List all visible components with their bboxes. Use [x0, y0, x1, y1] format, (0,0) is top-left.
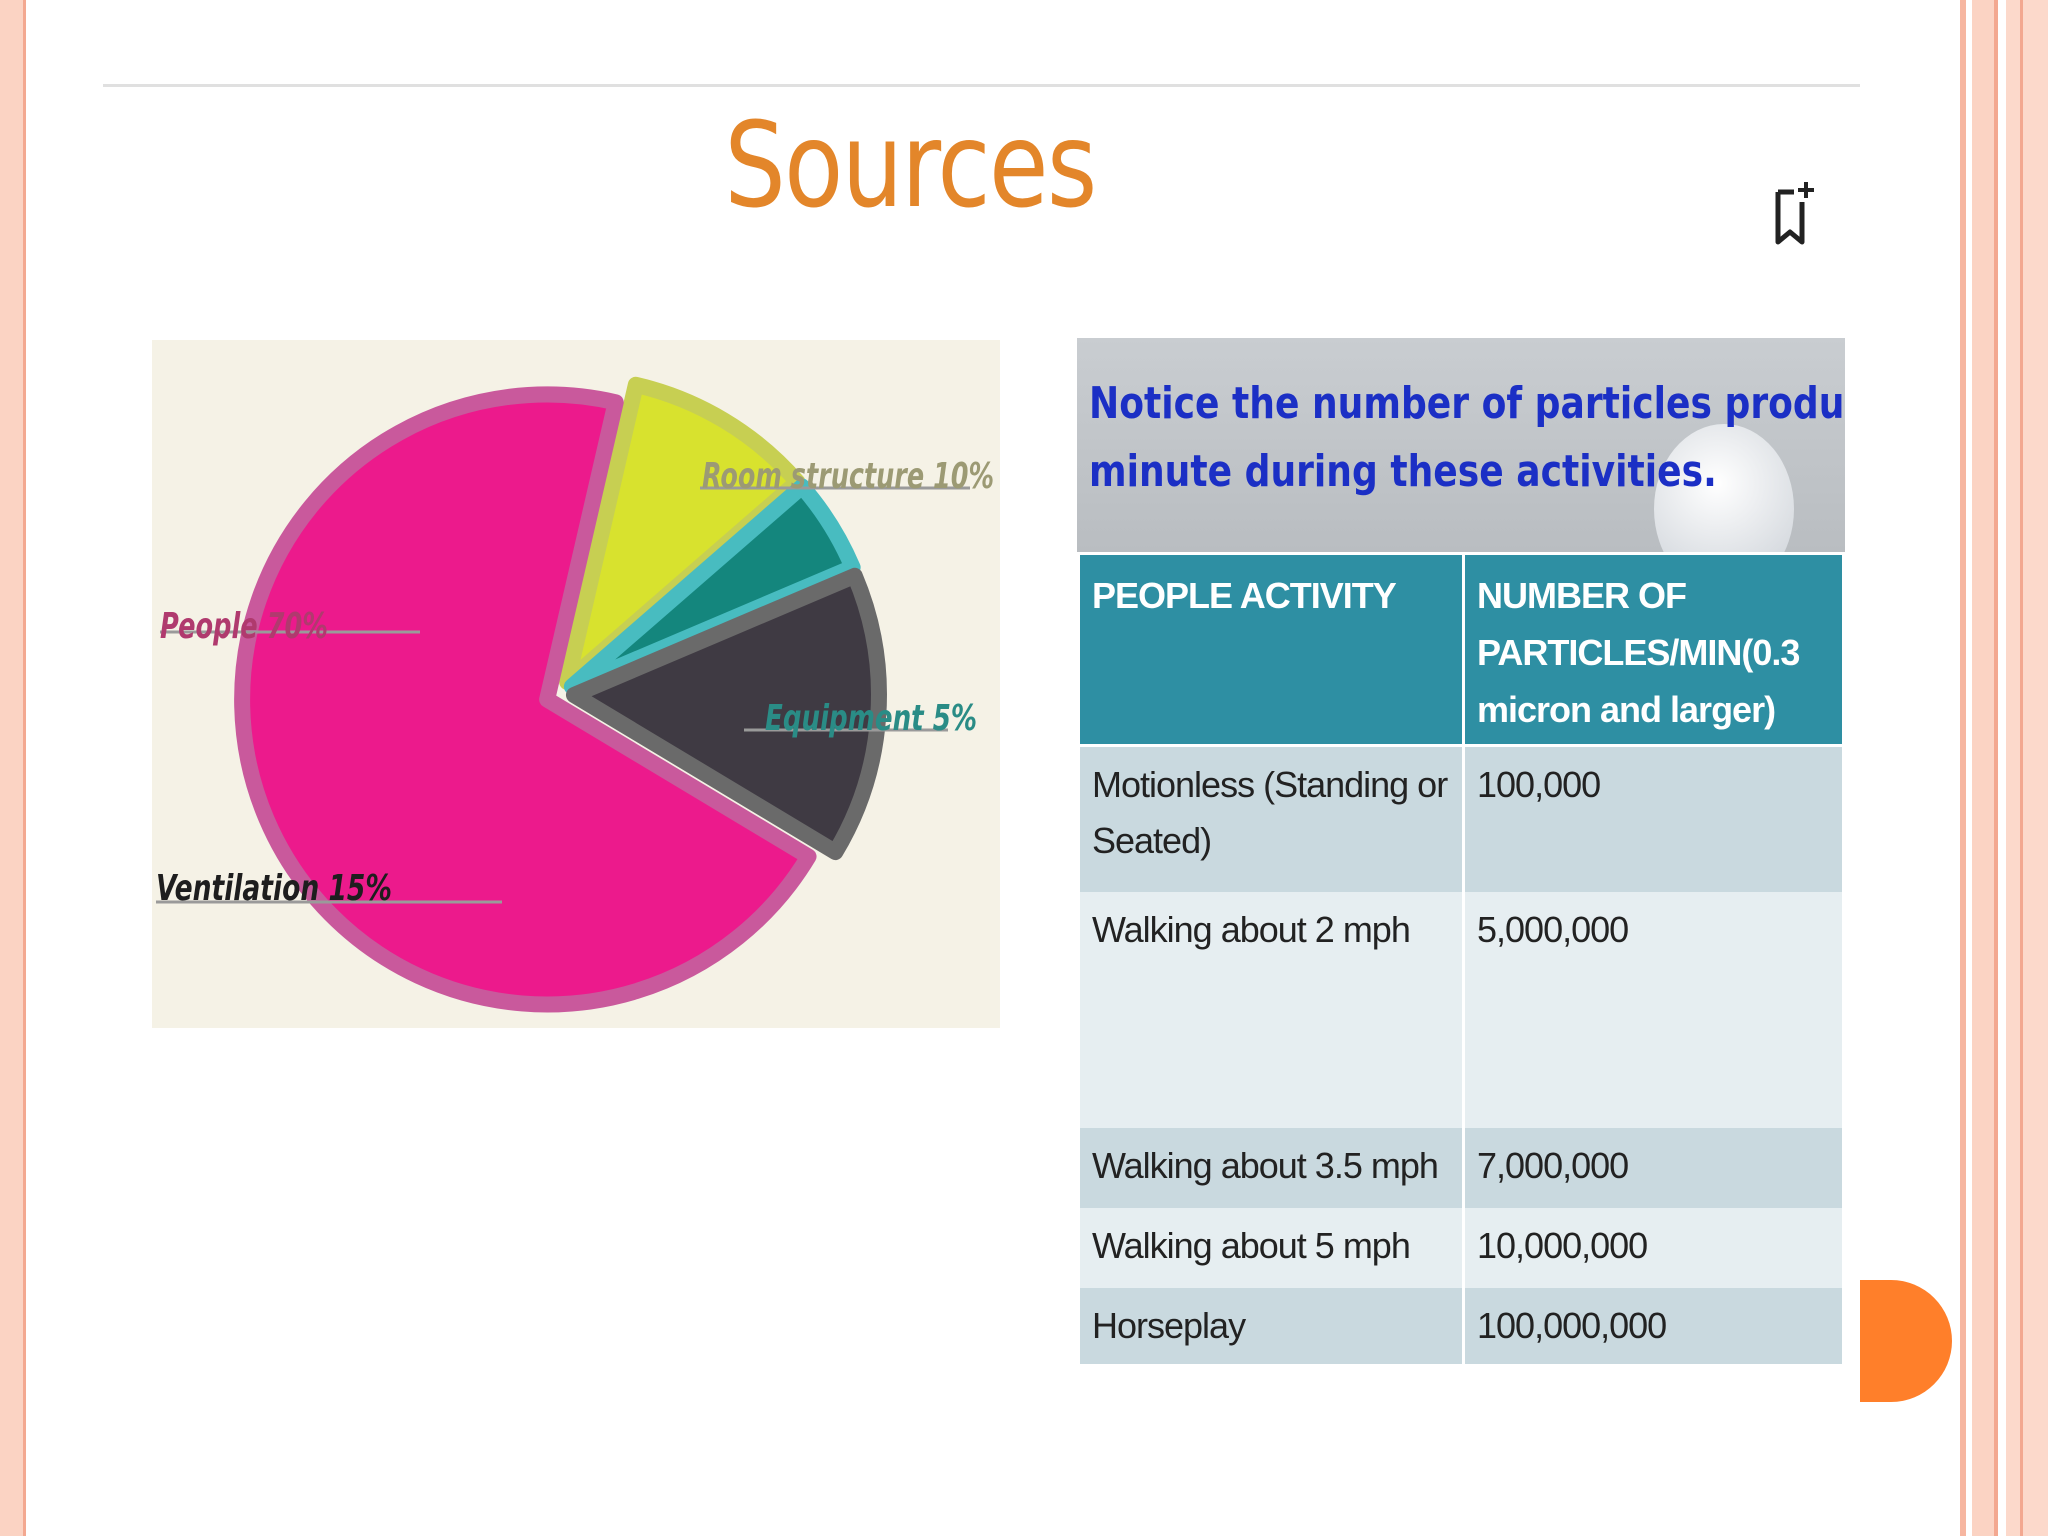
- pie-chart: People 70% Room structure 10% Equipment 5%…: [156, 376, 994, 1013]
- particles-table: PEOPLE ACTIVITY NUMBER OF PARTICLES/MIN(…: [1077, 552, 1845, 1364]
- pie-label-ventilation: Ventilation 15%: [156, 868, 392, 909]
- right-frame: [1960, 0, 2048, 1536]
- pie-label-equipment: Equipment 5%: [765, 698, 977, 739]
- pie-slice-room: [559, 376, 806, 690]
- slide-accent-dot: [1860, 1280, 1952, 1402]
- pie-slice-people: [234, 386, 817, 1013]
- pie-label-room: Room structure 10%: [702, 456, 994, 497]
- particles-cell: 7,000,000: [1462, 1127, 1845, 1208]
- notice-banner: Notice the number of particles produced …: [1077, 338, 1845, 552]
- notice-line-1: Notice the number of particles produced …: [1089, 378, 1845, 429]
- slide-title: Sources: [724, 96, 1097, 234]
- activity-cell: Walking about 3.5 mph: [1077, 1127, 1465, 1208]
- decorative-bubble: [1654, 424, 1794, 552]
- pie-slice-ventilation: [565, 567, 887, 861]
- particles-cell: 100,000,000: [1462, 1287, 1845, 1364]
- table-header-row: PEOPLE ACTIVITY NUMBER OF PARTICLES/MIN(…: [1077, 552, 1845, 747]
- table-row: Horseplay 100,000,000: [1077, 1287, 1845, 1364]
- activity-cell: Walking about 5 mph: [1077, 1207, 1465, 1288]
- header-activity: PEOPLE ACTIVITY: [1077, 552, 1465, 747]
- pie-label-people: People 70%: [160, 606, 328, 647]
- particles-cell: 5,000,000: [1462, 891, 1845, 1128]
- table-row: Walking about 2 mph 5,000,000: [1077, 891, 1845, 1128]
- activity-cell: Walking about 2 mph: [1077, 891, 1465, 1128]
- activity-cell: Motionless (Standing or Seated): [1077, 745, 1465, 892]
- bookmark-add-icon[interactable]: [1764, 178, 1824, 254]
- particles-table-panel: Notice the number of particles produced …: [1077, 338, 1845, 1364]
- header-particles: NUMBER OF PARTICLES/MIN(0.3 micron and l…: [1462, 552, 1845, 747]
- table-row: Walking about 5 mph 10,000,000: [1077, 1207, 1845, 1288]
- table-row: Motionless (Standing or Seated) 100,000: [1077, 745, 1845, 892]
- particles-cell: 10,000,000: [1462, 1207, 1845, 1288]
- pie-chart-panel: People 70% Room structure 10% Equipment 5%…: [152, 340, 1000, 1028]
- table-row: Walking about 3.5 mph 7,000,000: [1077, 1127, 1845, 1208]
- left-frame-strip: [0, 0, 26, 1536]
- particles-cell: 100,000: [1462, 745, 1845, 892]
- notice-line-2: minute during these activities.: [1089, 446, 1717, 497]
- activity-cell: Horseplay: [1077, 1287, 1465, 1364]
- notice-text: Notice the number of particles produced …: [1089, 370, 1845, 506]
- title-divider: [103, 84, 1860, 87]
